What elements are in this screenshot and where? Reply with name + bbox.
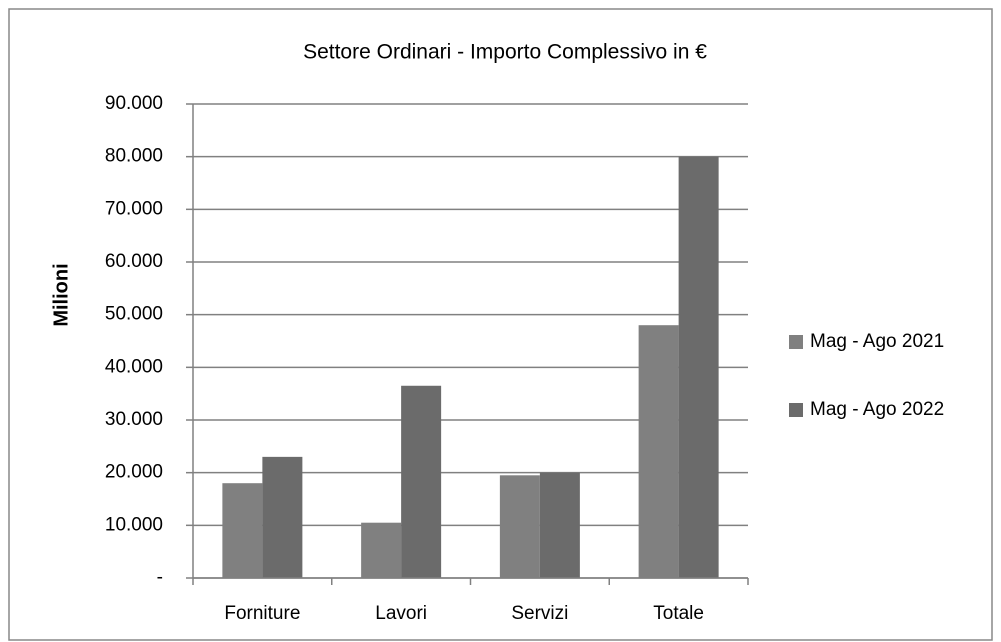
y-tick-label: 40.000 [105,356,163,377]
y-tick-label: - [157,567,163,588]
y-tick-label: 60.000 [105,251,163,272]
y-tick-label: 70.000 [105,198,163,219]
chart-title: Settore Ordinari - Importo Complessivo i… [303,41,707,64]
bar [678,156,719,578]
bar [539,472,580,578]
legend-swatch [789,403,803,417]
bar [262,456,303,578]
legend-swatch [789,335,803,349]
x-tick-label: Forniture [224,603,300,624]
y-tick-label: 20.000 [105,462,163,483]
legend-label: Mag - Ago 2021 [810,331,944,352]
x-tick-label: Totale [653,603,704,624]
bar [401,385,442,578]
bar [638,325,679,578]
bar [361,522,402,578]
y-axis-title: Milioni [50,263,72,326]
legend-label: Mag - Ago 2022 [810,399,944,420]
bar [222,483,263,578]
y-tick-label: 90.000 [105,93,163,114]
y-tick-label: 30.000 [105,409,163,430]
bar [499,475,540,578]
x-tick-label: Lavori [375,603,427,624]
x-tick-label: Servizi [511,603,568,624]
y-tick-label: 50.000 [105,304,163,325]
y-tick-label: 10.000 [105,514,163,535]
y-tick-label: 80.000 [105,146,163,167]
